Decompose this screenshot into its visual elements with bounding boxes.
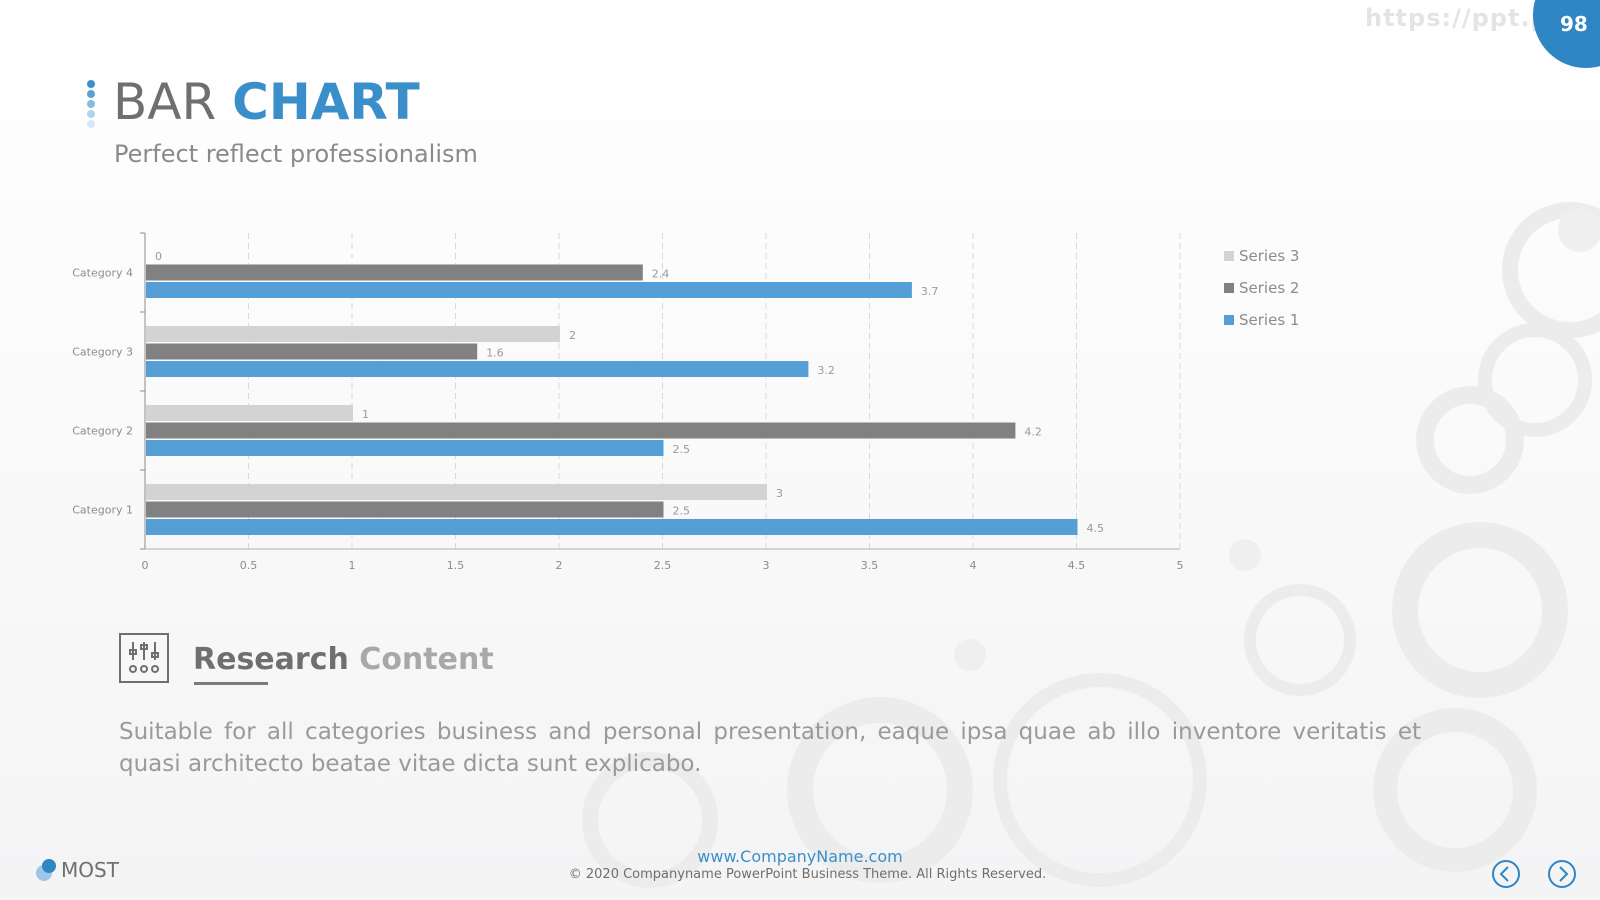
logo: MOST [36,858,119,882]
x-tick-label: 3 [763,559,770,572]
data-label: 3.7 [921,285,939,298]
x-tick-label: 4 [970,559,977,572]
x-tick-label: 1 [349,559,356,572]
data-label: 2.4 [652,268,670,281]
legend-swatch [1224,315,1234,325]
sliders-icon [119,633,169,683]
x-tick-label: 3.5 [861,559,879,572]
x-tick-label: 1.5 [447,559,465,572]
bar [146,484,767,500]
legend-label: Series 1 [1239,311,1300,329]
x-tick-label: 2.5 [654,559,672,572]
x-tick-label: 2 [556,559,563,572]
legend-item: Series 3 [1224,240,1299,272]
title-light: BAR [113,73,217,131]
category-label: Category 1 [72,504,133,517]
legend-item: Series 2 [1224,272,1299,304]
research-body-text: Suitable for all categories business and… [119,719,1421,777]
bar [146,282,912,298]
heading-underline [194,682,268,685]
bar [146,361,809,377]
data-label: 2.5 [673,505,691,518]
page-number: 98 [1560,12,1588,36]
bar [146,326,560,342]
data-label: 2 [569,329,576,342]
footer-url[interactable]: www.CompanyName.com [697,847,903,866]
category-label: Category 3 [72,346,133,359]
x-tick-label: 0.5 [240,559,258,572]
legend-label: Series 2 [1239,279,1300,297]
bar [146,422,1016,439]
research-heading-light: Content [359,642,494,677]
data-label: 1.6 [486,347,504,360]
logo-text: MOST [61,858,119,882]
logo-mark-icon [36,859,56,881]
data-label: 4.5 [1087,522,1105,535]
url-watermark: https://ppt.pd [1365,4,1567,32]
bar [146,343,478,360]
category-label: Category 2 [72,425,133,438]
data-label: 4.2 [1024,426,1042,439]
page-title: BAR CHART [113,70,420,134]
legend-label: Series 3 [1239,247,1300,265]
footer-copyright: © 2020 Companyname PowerPoint Business T… [568,867,1047,882]
category-label: Category 4 [72,267,133,280]
chart-legend: Series 3 Series 2 Series 1 [1224,240,1299,336]
legend-swatch [1224,283,1234,293]
data-label: 3.2 [817,364,835,377]
chevron-right-icon[interactable] [1547,859,1577,889]
data-label: 1 [362,408,369,421]
research-heading: Research Content [193,642,494,677]
title-dots-icon [87,80,97,130]
data-label: 3 [776,487,783,500]
data-label: 2.5 [673,443,691,456]
x-tick-label: 5 [1177,559,1184,572]
chevron-left-icon[interactable] [1491,859,1521,889]
legend-swatch [1224,251,1234,261]
page-subtitle: Perfect reflect professionalism [114,140,478,168]
x-tick-label: 0 [142,559,149,572]
bar [146,440,664,456]
data-label: 0 [155,250,162,263]
title-bold: CHART [232,73,420,131]
bar [146,405,353,421]
bar [146,264,643,281]
legend-item: Series 1 [1224,304,1299,336]
bar [146,501,664,518]
x-tick-label: 4.5 [1068,559,1086,572]
research-heading-bold: Research [193,642,349,677]
bar [146,519,1078,535]
